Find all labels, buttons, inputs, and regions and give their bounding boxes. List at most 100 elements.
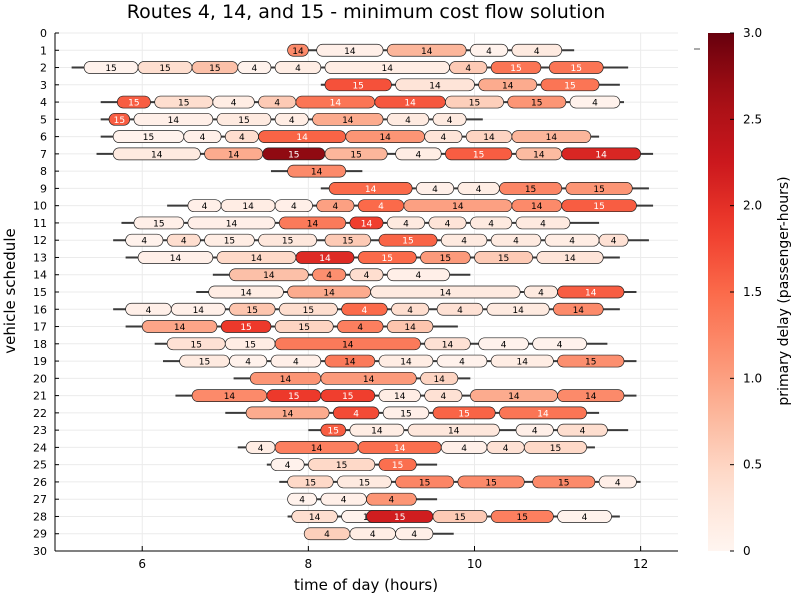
trip-bar: [291, 510, 338, 523]
trip-route-label: 14: [363, 375, 375, 385]
trip-route-label: 4: [364, 271, 370, 281]
trip-bar: [557, 389, 625, 402]
trip-route-label: 4: [362, 306, 368, 316]
colorbar-tick-label: 2.0: [743, 199, 762, 213]
trip-route-label: 15: [305, 478, 316, 488]
trip-bar: [237, 61, 272, 74]
trip-bar: [220, 320, 272, 333]
trip-route-label: 15: [143, 133, 154, 143]
trip-bar: [386, 43, 467, 57]
vehicle-schedule: 14 15 15 4 14: [125, 320, 458, 333]
trip-bar: [125, 233, 164, 247]
trip-route-label: 15: [517, 513, 528, 523]
trip-route-label: 4: [141, 237, 147, 247]
trip-route-label: 14: [174, 323, 186, 333]
trip-route-label: 15: [531, 99, 542, 109]
trip-bar: [133, 216, 185, 230]
trip-bar: [486, 302, 550, 316]
trip-bar: [312, 112, 384, 126]
vehicle-schedule: 14 15 15 14 4 14 14: [175, 389, 637, 402]
trip-route-label: 14: [307, 219, 319, 229]
trip-route-label: 14: [448, 427, 460, 437]
vehicle-schedule: 14 14 14 4 14: [196, 285, 637, 299]
vehicle-schedule: 4 14 15 15 4 4 4 14 14: [113, 302, 620, 316]
trip-bar: [424, 337, 471, 351]
trip-bar: [274, 320, 334, 333]
trip-route-label: 4: [501, 340, 507, 350]
trip-bar: [378, 354, 434, 368]
trip-route-label: 14: [296, 133, 308, 143]
trip-bar: [523, 441, 587, 454]
trip-route-label: 4: [534, 47, 540, 57]
vehicle-schedule: 14 4 4 15 15: [320, 182, 649, 195]
trip-route-label: 15: [510, 64, 521, 74]
trip-bar: [274, 337, 421, 351]
trip-route-label: 15: [585, 358, 596, 368]
y-tick-label: 22: [33, 407, 47, 420]
trip-route-label: 14: [344, 358, 356, 368]
trip-bar: [270, 354, 322, 368]
colorbar-tick-label: 3.0: [743, 26, 762, 40]
trip-bar: [324, 354, 376, 368]
trip-bar: [557, 510, 612, 523]
trip-route-label: 4: [503, 444, 509, 454]
trip-route-label: 15: [288, 150, 299, 160]
trip-bar: [324, 78, 392, 92]
trip-route-label: 14: [319, 254, 331, 264]
trip-bar: [428, 216, 467, 230]
trip-bar: [490, 510, 554, 523]
trip-bar: [349, 268, 384, 282]
trip-bar: [445, 147, 513, 161]
trip-bar: [469, 216, 513, 230]
trip-bar: [415, 182, 455, 195]
y-tick-label: 24: [33, 441, 47, 454]
y-tick-label: 29: [33, 528, 47, 541]
trip-bar: [208, 285, 284, 299]
trip-route-label: 14: [433, 375, 445, 385]
trip-route-label: 4: [532, 427, 538, 437]
trip-route-label: 4: [569, 237, 575, 247]
trip-route-label: 4: [615, 478, 621, 488]
trip-route-label: 14: [330, 99, 342, 109]
y-tick-label: 17: [33, 321, 47, 334]
y-tick-label: 26: [33, 476, 47, 489]
trip-bar: [316, 199, 355, 213]
trip-route-label: 15: [359, 478, 370, 488]
trip-route-label: 15: [564, 81, 575, 91]
y-tick-label: 8: [40, 165, 47, 178]
trip-route-label: 14: [517, 358, 529, 368]
trip-route-label: 14: [440, 289, 452, 299]
trip-bar: [540, 78, 600, 92]
trip-bar: [432, 112, 467, 126]
trip-route-label: 15: [303, 306, 314, 316]
trip-bar: [341, 302, 388, 316]
trip-route-label: 4: [459, 358, 465, 368]
vehicle-schedule: 4 4 15 15 15 15 4 4 4 4: [113, 233, 649, 247]
trip-bar: [108, 112, 131, 126]
trip-route-label: 15: [178, 99, 189, 109]
trip-bar: [395, 475, 455, 489]
trip-bar: [432, 510, 488, 523]
trip-route-label: 4: [274, 99, 280, 109]
y-tick-label: 0: [40, 27, 47, 40]
colorbar-label: primary delay (passenger-hours): [776, 176, 792, 405]
trip-route-label: 15: [298, 323, 309, 333]
y-axis-label: vehicle schedule: [1, 228, 19, 353]
trip-route-label: 14: [365, 185, 377, 195]
trip-route-label: 14: [512, 306, 524, 316]
trip-route-label: 14: [400, 358, 412, 368]
trip-route-label: 14: [168, 116, 180, 126]
trip-bar: [382, 406, 430, 420]
trip-bar: [511, 130, 592, 143]
trip-route-label: 4: [465, 64, 471, 74]
trip-route-label: 14: [533, 150, 545, 160]
trip-route-label: 15: [473, 150, 484, 160]
trip-route-label: 14: [361, 219, 373, 229]
trip-route-label: 15: [114, 116, 125, 126]
trip-bar: [561, 147, 641, 161]
trip-route-label: 14: [251, 254, 263, 264]
trip-bar: [378, 233, 438, 247]
trip-route-label: 14: [311, 444, 323, 454]
trip-bar: [274, 199, 313, 213]
